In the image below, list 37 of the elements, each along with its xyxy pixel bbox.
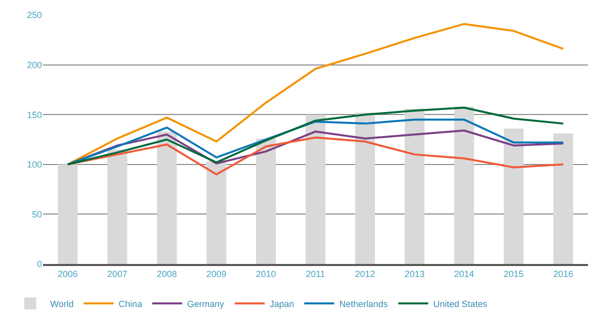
y-tick-label: 50 [32,209,42,220]
legend-label: World [50,298,74,309]
bar [553,134,574,264]
line-series [66,106,564,166]
x-tick-label: 2016 [553,268,574,279]
x-tick-label: 2012 [355,268,376,279]
x-tick-label: 2006 [58,268,78,279]
legend-label: China [118,298,142,309]
bar [306,114,326,264]
x-tick-label: 2011 [306,268,326,279]
y-tick-label: 150 [26,110,42,120]
bar [355,112,375,264]
y-tick-label: 0 [36,259,42,270]
legend-label: United States [433,298,488,309]
bar [107,149,128,264]
legend-label: Netherlands [339,298,388,309]
legend-label: Germany [187,298,225,309]
y-tick-label: 200 [26,60,42,70]
legend-label: Japan [270,298,294,309]
line-series [66,22,564,166]
bar [404,108,424,264]
x-tick-label: 2010 [256,268,276,279]
bar [504,128,524,264]
line-series [66,118,564,166]
bar [454,106,474,264]
bar [156,132,177,264]
x-tick-label: 2015 [504,268,524,279]
x-tick-label: 2008 [156,268,177,279]
y-tick-label: 100 [26,160,42,170]
x-tick-label: 2009 [206,268,226,279]
bar [206,161,226,264]
x-tick-label: 2013 [404,268,425,279]
y-tick-label: 250 [26,10,42,20]
x-tick-label: 2007 [107,268,128,279]
bar [256,138,276,264]
x-tick-label: 2014 [454,268,474,279]
bar [58,164,78,264]
